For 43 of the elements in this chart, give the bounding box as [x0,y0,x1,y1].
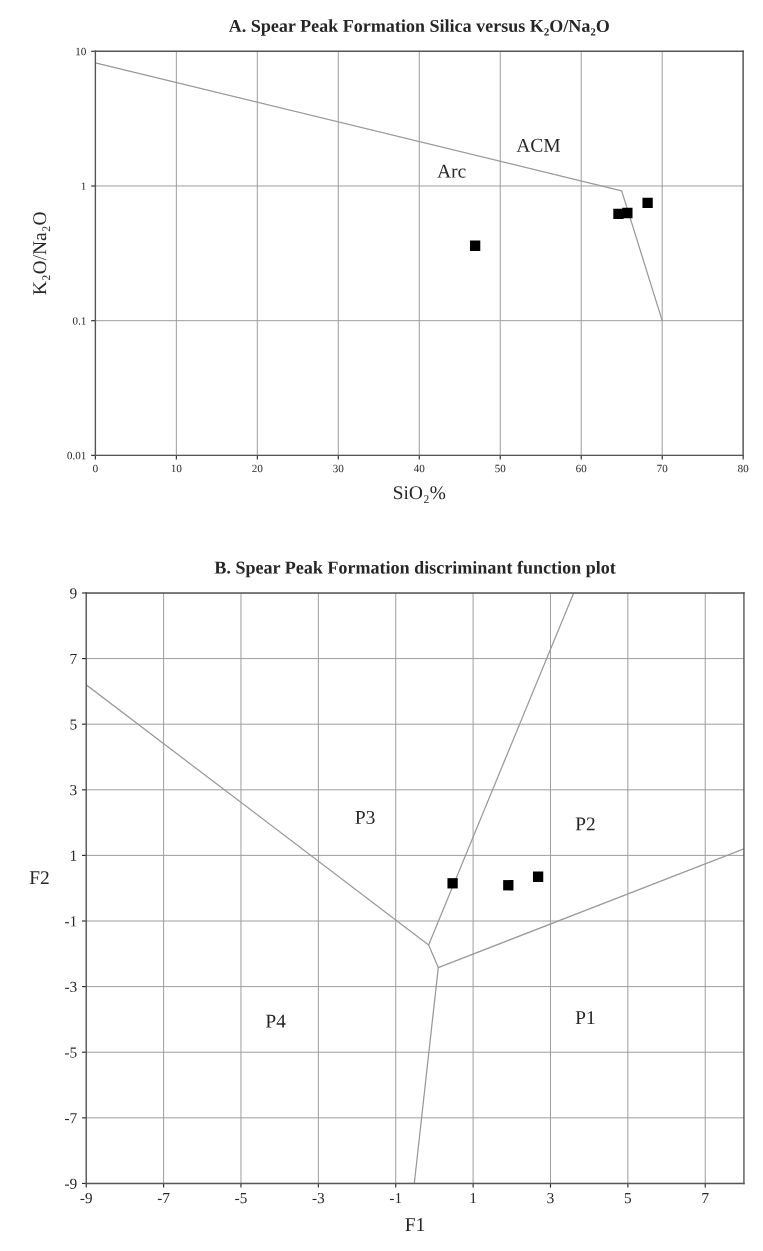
x-tick-label: 80 [738,464,749,473]
y-tick-label: 5 [70,719,77,730]
x-tick-label: 1 [470,1192,477,1204]
x-tick-label: 40 [413,464,425,473]
x-tick-label: 20 [252,464,263,473]
annotation: P4 [265,1014,286,1028]
x-tick-label: 5 [624,1193,632,1204]
y-tick-label: -9 [65,1178,77,1189]
y-tick-label: 9 [70,588,77,599]
x-axis-title: SiO₂% [393,486,446,504]
x-tick-label: -3 [312,1192,325,1204]
chart-title: B. Spear Peak Formation discriminant function plot [214,560,616,578]
y-tick-label: -3 [65,981,77,993]
x-tick-label: -1 [389,1192,402,1204]
y-tick-label: 1 [70,850,77,861]
x-tick-label: 0 [93,464,98,473]
y-tick-label: 0.1 [72,317,86,325]
y-axis-title: F2 [29,871,49,885]
x-tick-label: 3 [547,1192,554,1204]
y-tick-label: 1 [81,182,86,190]
annotation: P2 [575,817,595,831]
x-tick-label: -7 [157,1193,170,1204]
x-tick-label: 60 [576,464,587,473]
x-tick-label: 10 [171,464,182,473]
annotation: P3 [355,810,375,824]
annotation: Arc [437,164,466,178]
y-tick-label: 7 [70,653,77,664]
x-tick-label: 7 [702,1193,709,1204]
chart-title: A. Spear Peak Formation Silica versus K₂O/Na₂O [228,19,609,36]
annotation: ACM [516,138,561,152]
annotation: P1 [575,1011,595,1024]
x-tick-label: 50 [495,464,506,473]
x-tick-label: 70 [657,464,668,473]
x-axis-title: F1 [405,1218,425,1231]
y-tick-label: 3 [70,784,77,796]
y-tick-label: -5 [65,1047,77,1058]
y-axis-title: K₂O/Na₂O [33,212,51,295]
x-tick-label: -5 [235,1193,247,1204]
x-tick-label: 30 [333,464,344,473]
y-tick-label: 10 [76,47,86,56]
y-tick-label: 0.01 [67,451,86,460]
y-tick-label: -1 [65,916,77,927]
y-tick-label: -7 [65,1113,77,1124]
